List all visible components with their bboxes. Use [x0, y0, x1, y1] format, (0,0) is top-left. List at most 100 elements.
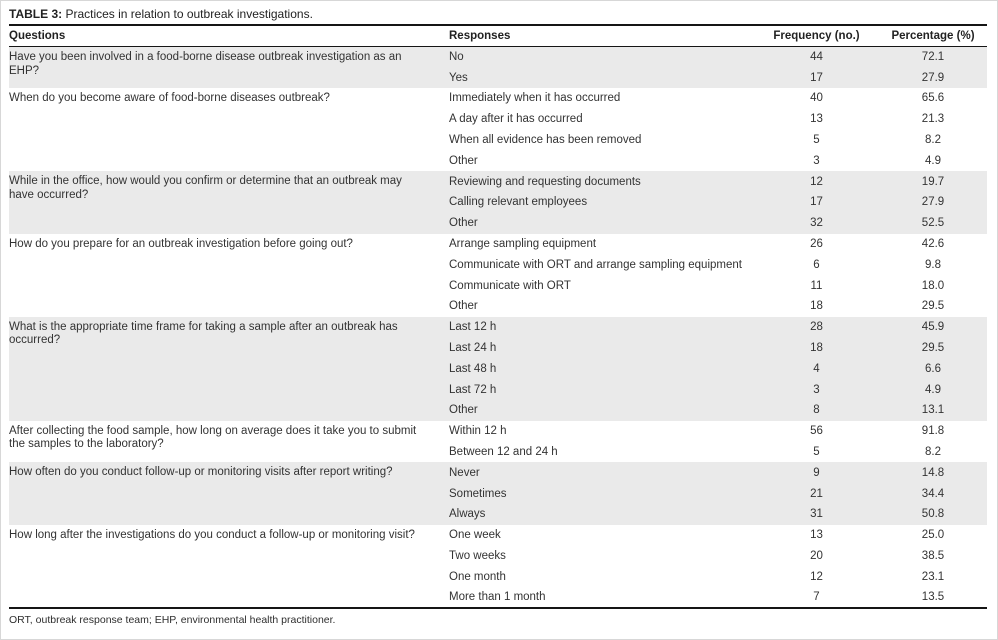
frequency-cell: 5	[813, 446, 820, 459]
percentage-cell: 34.4	[879, 483, 987, 505]
percentage-cell: 91.8	[921, 425, 945, 438]
column-header-responses: Responses	[449, 26, 754, 47]
frequency-cell: 7	[813, 591, 820, 604]
frequency-cell: 32	[754, 212, 879, 234]
response-cell: Last 24 h	[449, 337, 754, 359]
data-table: Questions Responses Frequency (no.) Perc…	[9, 26, 987, 610]
frequency-cell: 13	[810, 529, 823, 542]
table-row: Other 8 13.1	[9, 400, 987, 421]
frequency-cell: 17	[754, 192, 879, 213]
table-row: Two weeks 20 38.5	[9, 546, 987, 567]
table-row: Communicate with ORT 11 18.0	[9, 275, 987, 296]
question-cell: When do you become aware of food-borne d…	[9, 92, 330, 105]
response-cell: Always	[449, 504, 754, 525]
response-cell: Last 12 h	[449, 316, 754, 338]
response-cell: Communicate with ORT	[449, 279, 571, 292]
percentage-cell: 13.5	[921, 591, 945, 604]
table-header: Questions Responses Frequency (no.) Perc…	[9, 26, 987, 47]
frequency-cell: 40	[810, 92, 823, 105]
percentage-cell: 42.6	[921, 238, 945, 251]
percentage-cell: 19.7	[879, 171, 987, 193]
table-row: Have you been involved in a food-borne d…	[9, 46, 987, 89]
frequency-cell: 12	[810, 570, 823, 583]
percentage-cell: 29.5	[879, 337, 987, 359]
table-row: Always 31 50.8	[9, 504, 987, 525]
question-cell: What is the appropriate time frame for t…	[9, 316, 449, 421]
question-cell: After collecting the food sample, how lo…	[9, 424, 417, 451]
table-title-label: TABLE 3:	[9, 7, 63, 21]
percentage-cell: 8.2	[925, 134, 941, 147]
table-title-text: Practices in relation to outbreak invest…	[62, 7, 313, 21]
percentage-cell: 25.0	[921, 529, 945, 542]
question-cell: While in the office, how would you confi…	[9, 171, 449, 234]
response-cell: Reviewing and requesting documents	[449, 171, 754, 193]
column-header-questions: Questions	[9, 26, 449, 47]
question-cell: How do you prepare for an outbreak inves…	[9, 237, 353, 250]
question-cell: How often do you conduct follow-up or mo…	[9, 462, 449, 525]
table-row: Communicate with ORT and arrange samplin…	[9, 254, 987, 275]
table-row: Other 3 4.9	[9, 150, 987, 171]
table-body: Have you been involved in a food-borne d…	[9, 46, 987, 609]
frequency-cell: 21	[754, 483, 879, 505]
response-cell: Arrange sampling equipment	[449, 238, 597, 251]
frequency-cell: 6	[813, 258, 820, 271]
percentage-cell: 14.8	[879, 462, 987, 484]
frequency-cell: 44	[754, 46, 879, 68]
column-header-frequency: Frequency (no.)	[754, 26, 879, 47]
response-cell: Yes	[449, 67, 754, 89]
table-row: Calling relevant employees 17 27.9	[9, 192, 987, 213]
percentage-cell: 18.0	[921, 279, 945, 292]
response-cell: Other	[449, 154, 478, 167]
percentage-cell: 52.5	[879, 212, 987, 234]
response-cell: Other	[449, 212, 754, 234]
column-header-percentage: Percentage (%)	[879, 26, 987, 47]
table-row: After collecting the food sample, how lo…	[9, 421, 987, 451]
percentage-cell: 72.1	[879, 46, 987, 68]
percentage-cell: 13.1	[879, 400, 987, 421]
frequency-cell: 11	[810, 279, 823, 292]
frequency-cell: 3	[754, 379, 879, 401]
table-title: TABLE 3: Practices in relation to outbre…	[9, 7, 987, 26]
percentage-cell: 9.8	[925, 258, 941, 271]
header-row: Questions Responses Frequency (no.) Perc…	[9, 26, 987, 47]
response-cell: Calling relevant employees	[449, 192, 754, 213]
response-cell: When all evidence has been removed	[449, 134, 642, 147]
question-cell: Have you been involved in a food-borne d…	[9, 46, 449, 89]
table-row: Last 48 h 4 6.6	[9, 358, 987, 380]
response-cell: Last 48 h	[449, 358, 754, 380]
table-footnote: ORT, outbreak response team; EHP, enviro…	[9, 614, 336, 627]
frequency-cell: 56	[810, 425, 823, 438]
table-row: Between 12 and 24 h 5 8.2	[9, 442, 987, 463]
frequency-cell: 26	[810, 238, 823, 251]
response-cell: Other	[449, 300, 478, 313]
table-row: While in the office, how would you confi…	[9, 171, 987, 234]
response-cell: Other	[449, 400, 754, 421]
table-row: Sometimes 21 34.4	[9, 483, 987, 505]
percentage-cell: 6.6	[879, 358, 987, 380]
response-cell: Immediately when it has occurred	[449, 92, 621, 105]
percentage-cell: 4.9	[925, 154, 941, 167]
percentage-cell: 45.9	[879, 316, 987, 338]
frequency-cell: 17	[754, 67, 879, 89]
response-cell: Sometimes	[449, 483, 754, 505]
response-cell: Last 72 h	[449, 379, 754, 401]
response-cell: No	[449, 46, 754, 68]
frequency-cell: 13	[810, 113, 823, 126]
percentage-cell: 65.6	[921, 92, 945, 105]
frequency-cell: 8	[754, 400, 879, 421]
percentage-cell: 38.5	[921, 550, 945, 563]
table-row: When do you become aware of food-borne d…	[9, 88, 987, 109]
frequency-cell: 28	[754, 316, 879, 338]
frequency-cell: 20	[810, 550, 823, 563]
frequency-cell: 12	[754, 171, 879, 193]
table-row: Yes 17 27.9	[9, 67, 987, 89]
frequency-cell: 5	[813, 134, 820, 147]
response-cell: Between 12 and 24 h	[449, 446, 558, 459]
response-cell: Two weeks	[449, 550, 506, 563]
table-row: One month 12 23.1	[9, 566, 987, 587]
frequency-cell: 3	[813, 154, 820, 167]
table-row: How often do you conduct follow-up or mo…	[9, 462, 987, 525]
frequency-cell: 4	[754, 358, 879, 380]
frequency-cell: 9	[754, 462, 879, 484]
